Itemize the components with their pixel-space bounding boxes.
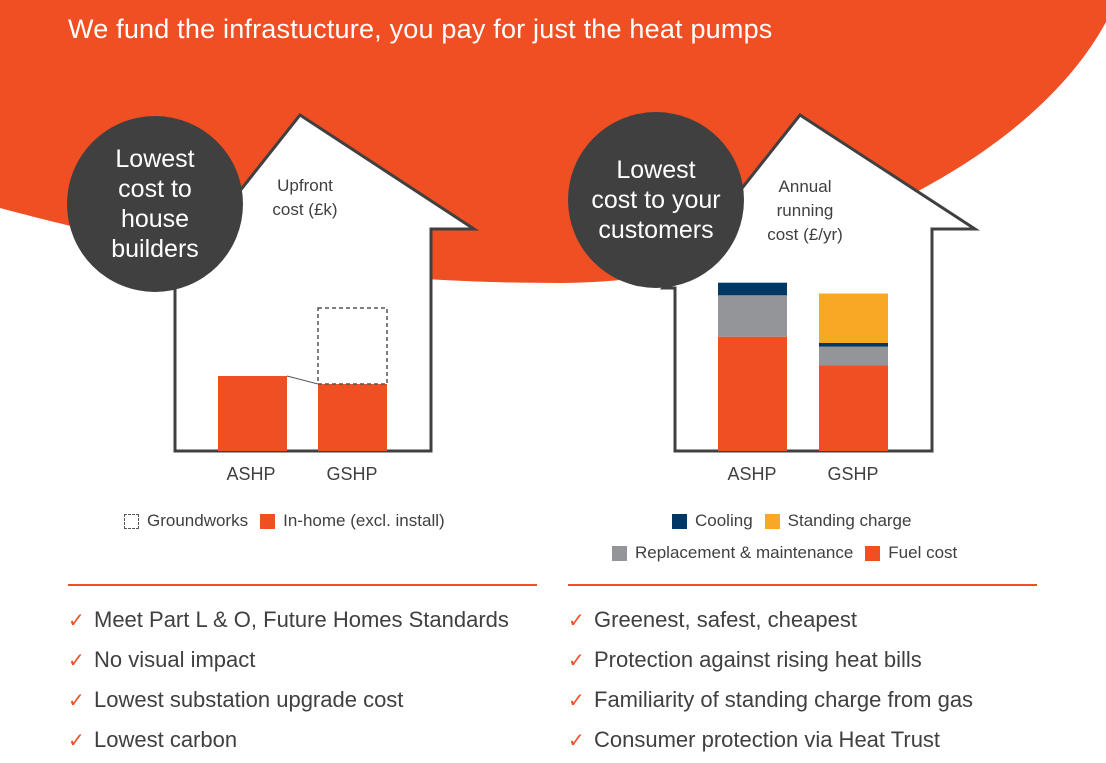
benefit-item: ✓ Greenest, safest, cheapest [568, 600, 973, 640]
legend-standing-charge-label: Standing charge [787, 511, 912, 530]
check-icon: ✓ [568, 689, 585, 712]
benefit-item: ✓ Familiarity of standing charge from gas [568, 680, 973, 720]
benefit-text: Familiarity of standing charge from gas [594, 687, 974, 712]
benefit-text: Lowest substation upgrade cost [94, 687, 404, 712]
running-cost-axis-title: Annual running cost (£/yr) [767, 177, 843, 244]
legend-replacement-label: Replacement & maintenance [635, 543, 854, 562]
right-divider [568, 584, 1037, 586]
legend-in-home-label: In-home (excl. install) [283, 511, 445, 530]
benefit-item: ✓ Consumer protection via Heat Trust [568, 720, 973, 760]
benefit-item: ✓ Lowest substation upgrade cost [68, 680, 509, 720]
right-legend-row-1: Cooling Standing charge [672, 511, 911, 531]
check-icon: ✓ [68, 689, 85, 712]
legend-groundworks-label: Groundworks [147, 511, 249, 530]
standing-charge-swatch [764, 513, 780, 529]
check-icon: ✓ [568, 729, 585, 752]
bar-gshp-groundworks [317, 307, 388, 385]
bar-gshp-in-home-excl-install [318, 384, 387, 451]
replacement-swatch [612, 545, 627, 561]
legend-fuel-cost: Fuel cost [865, 543, 957, 563]
house-builders-bubble-text: Lowest cost to house builders [111, 145, 199, 263]
benefit-text: Protection against rising heat bills [594, 647, 922, 672]
bar-ashp-replacement-maintenance [718, 295, 787, 337]
check-icon: ✓ [68, 609, 85, 632]
legend-standing-charge: Standing charge [764, 511, 912, 531]
benefit-item: ✓ Lowest carbon [68, 720, 509, 760]
left-benefits-list: ✓ Meet Part L & O, Future Homes Standards… [68, 600, 509, 760]
left-category-gshp: GSHP [326, 464, 378, 484]
benefit-item: ✓ No visual impact [68, 640, 509, 680]
benefit-item: ✓ Protection against rising heat bills [568, 640, 973, 680]
benefit-text: Greenest, safest, cheapest [594, 607, 857, 632]
headline: We fund the infrastucture, you pay for j… [68, 14, 773, 44]
check-icon: ✓ [568, 609, 585, 632]
benefit-text: Lowest carbon [94, 727, 238, 752]
benefit-text: No visual impact [94, 647, 256, 672]
in-home-connector-line [286, 375, 319, 385]
left-divider [68, 584, 537, 586]
upfront-cost-axis-title: Upfront cost (£k) [272, 176, 338, 219]
left-category-ashp: ASHP [226, 464, 276, 484]
right-legend-row-2: Replacement & maintenance Fuel cost [612, 543, 957, 563]
customers-bubble: Lowest cost to your customers [568, 112, 744, 288]
right-category-ashp: ASHP [727, 464, 777, 484]
in-home-swatch [260, 513, 276, 529]
bar-gshp-standing-charge [819, 293, 888, 343]
bar-gshp-fuel-cost [819, 365, 888, 451]
left-legend: Groundworks In-home (excl. install) [124, 511, 445, 531]
benefit-item: ✓ Meet Part L & O, Future Homes Standards [68, 600, 509, 640]
right-benefits-list: ✓ Greenest, safest, cheapest ✓ Protection … [568, 600, 973, 760]
bar-gshp-replacement-maintenance [819, 346, 888, 366]
fuel-cost-swatch [865, 545, 881, 561]
bar-ashp-in-home-excl-install [218, 376, 287, 451]
right-category-gshp: GSHP [827, 464, 879, 484]
check-icon: ✓ [568, 649, 585, 672]
check-icon: ✓ [68, 649, 85, 672]
legend-groundworks: Groundworks [124, 511, 248, 531]
benefit-text: Consumer protection via Heat Trust [594, 727, 941, 752]
bar-gshp-cooling [819, 343, 888, 347]
legend-replacement: Replacement & maintenance [612, 543, 853, 563]
groundworks-swatch [124, 513, 139, 529]
customers-bubble-text: Lowest cost to your customers [591, 156, 721, 244]
legend-in-home: In-home (excl. install) [260, 511, 445, 531]
bar-ashp-cooling [718, 282, 787, 296]
check-icon: ✓ [68, 729, 85, 752]
bar-ashp-fuel-cost [718, 336, 787, 451]
cooling-swatch [672, 513, 687, 529]
legend-cooling-label: Cooling [695, 511, 753, 530]
house-builders-bubble: Lowest cost to house builders [67, 116, 243, 292]
legend-fuel-cost-label: Fuel cost [888, 543, 958, 562]
benefit-text: Meet Part L & O, Future Homes Standards [94, 607, 509, 632]
legend-cooling: Cooling [672, 511, 753, 531]
